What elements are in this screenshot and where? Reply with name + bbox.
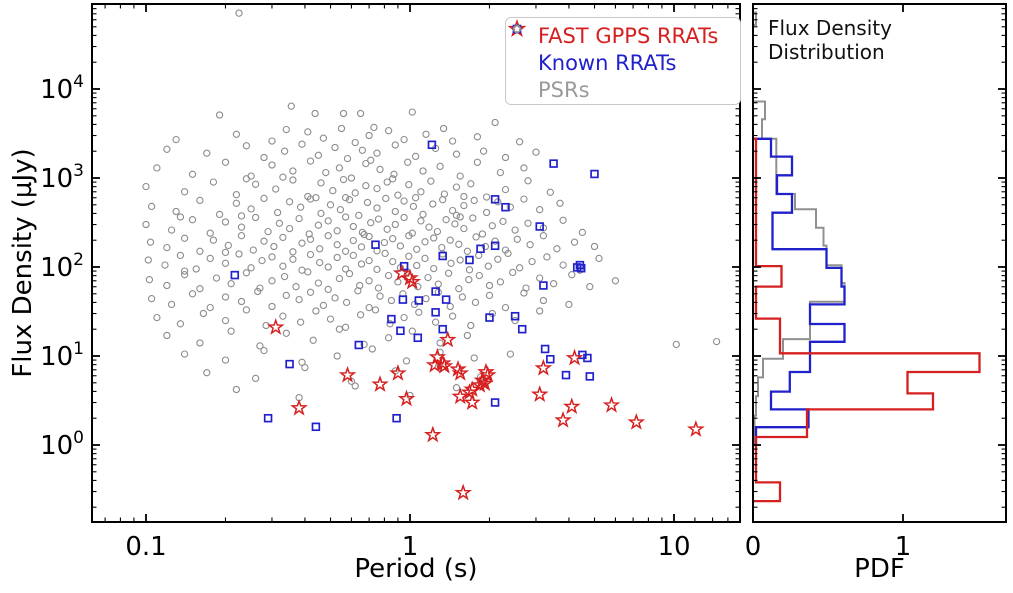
circle-icon [512, 24, 538, 101]
legend-label: FAST GPPS RRATs [538, 23, 719, 48]
svg-text:101: 101 [40, 339, 84, 372]
svg-text:1: 1 [402, 532, 419, 562]
legend: FAST GPPS RRATs Known RRATs PSRs [505, 17, 741, 105]
legend-label: Known RRATs [538, 50, 677, 75]
svg-text:1: 1 [895, 532, 912, 562]
pdf-histograms [753, 11, 981, 503]
svg-text:0.1: 0.1 [125, 532, 166, 562]
side-panel-title-line2: Distribution [768, 40, 885, 65]
svg-text:102: 102 [40, 250, 84, 283]
axis-ticks [92, 3, 1006, 522]
main-panel-frame [91, 3, 741, 523]
histogram-fast-gpps-rrats-pdf [753, 137, 981, 503]
scatter-points [142, 9, 721, 501]
legend-item-fast-gpps: FAST GPPS RRATs [507, 19, 740, 49]
pdf-axis-label: PDF [854, 554, 905, 584]
y-axis-label: Flux Density (µJy) [8, 148, 38, 378]
svg-text:10: 10 [657, 532, 690, 562]
legend-label: PSRs [538, 77, 590, 102]
series-fast-gpps-rrats [266, 263, 705, 501]
x-axis-label: Period (s) [354, 554, 478, 584]
square-icon [512, 24, 538, 74]
legend-item-known-rrats: Known RRATs [512, 24, 740, 76]
svg-text:0: 0 [745, 532, 762, 562]
series-psrs [142, 9, 721, 402]
svg-text:104: 104 [40, 72, 84, 105]
side-panel-frame [752, 3, 1007, 523]
series-known-rrats [230, 140, 599, 432]
legend-item-psrs: PSRs [512, 24, 740, 103]
histogram-psrs-pdf [753, 11, 846, 446]
side-panel-title: Flux Density Distribution [768, 16, 892, 65]
histogram-known-rrats-pdf [753, 137, 846, 447]
side-panel-title-line1: Flux Density [768, 16, 892, 40]
svg-text:100: 100 [40, 428, 84, 461]
svg-text:103: 103 [40, 161, 84, 194]
